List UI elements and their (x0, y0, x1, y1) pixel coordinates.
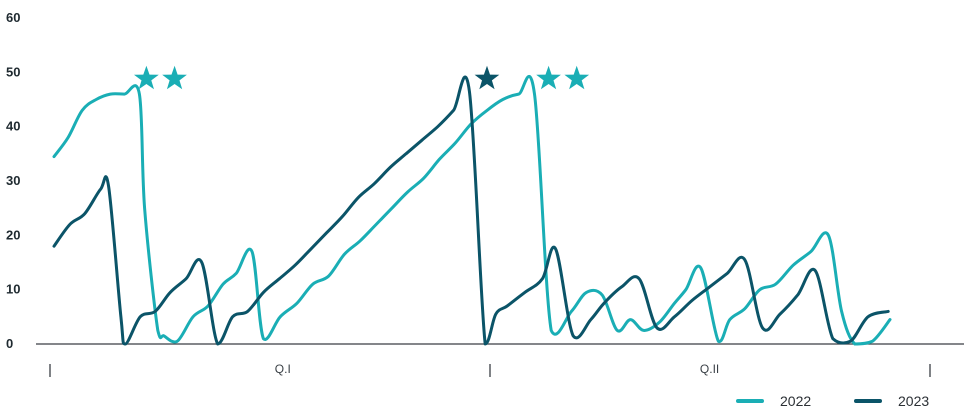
legend: 2022 2023 (736, 393, 929, 409)
y-tick-label: 0 (6, 336, 13, 351)
y-axis: 0 10 20 30 40 50 60 (6, 10, 20, 351)
y-tick-label: 30 (6, 173, 20, 188)
legend-label: 2022 (780, 393, 811, 409)
y-tick-label: 20 (6, 227, 20, 242)
section-dividers (49, 364, 931, 377)
star-marker (474, 65, 500, 90)
star-marker (134, 65, 159, 90)
section-label: Q.I (275, 362, 291, 376)
star-marker (536, 65, 561, 90)
section-label: Q.II (700, 362, 719, 376)
star-marker (162, 65, 187, 90)
y-tick-label: 50 (6, 64, 20, 79)
series-lines (52, 75, 892, 346)
series-line-2022 (52, 75, 892, 346)
star-markers (134, 65, 590, 90)
series-line-2023 (52, 75, 890, 346)
legend-label: 2023 (898, 393, 929, 409)
y-tick-label: 40 (6, 119, 20, 134)
y-tick-label: 10 (6, 282, 20, 297)
star-marker (564, 65, 590, 90)
y-tick-label: 60 (6, 10, 20, 25)
section-labels: Q.I Q.II (275, 362, 719, 376)
